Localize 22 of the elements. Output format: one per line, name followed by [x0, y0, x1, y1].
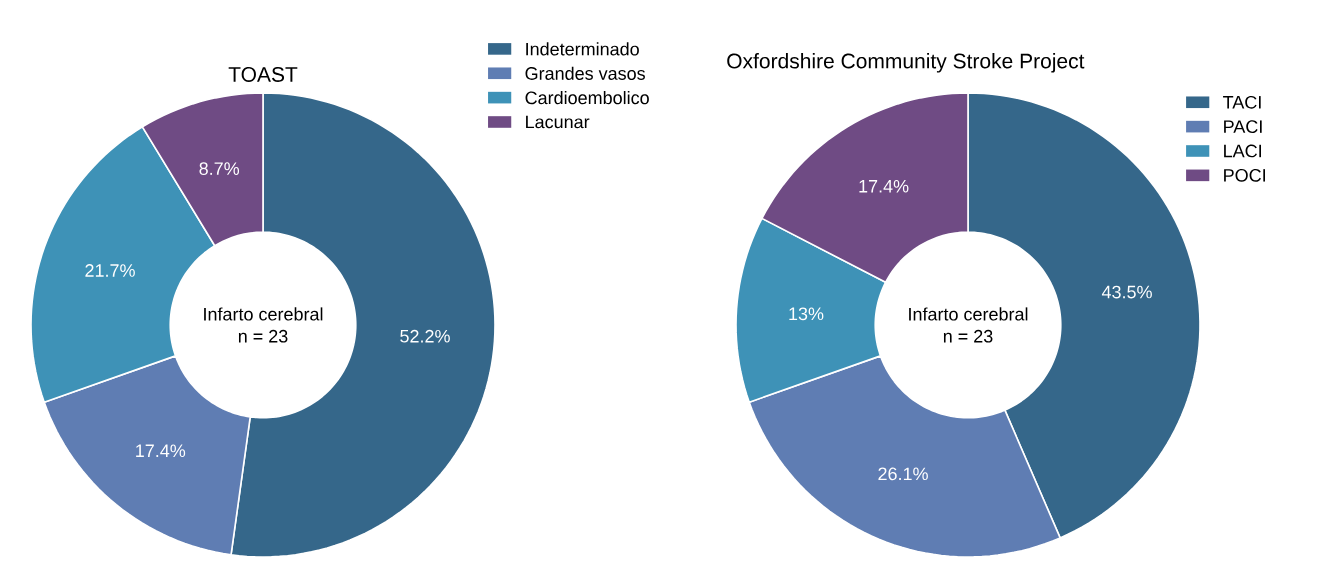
legend-label: TACI — [1223, 95, 1261, 109]
legend-label: Lacunar — [526, 115, 590, 129]
data-label: 17.4% — [136, 444, 186, 458]
data-label: 21.7% — [85, 264, 135, 277]
data-label: 8.7% — [199, 162, 240, 175]
legend-label: PACI — [1224, 120, 1262, 134]
data-label: 13% — [789, 307, 824, 321]
legend-label: Cardioembolico — [525, 91, 649, 105]
legend-label: POCI — [1224, 168, 1266, 182]
chart-title: Oxfordshire Community Stroke Project — [727, 53, 1085, 73]
text: Infarto cerebral — [909, 307, 1028, 321]
text: TOAST — [228, 67, 298, 82]
legend-label: LACI — [1224, 144, 1262, 158]
text: Infarto cerebral — [204, 307, 323, 321]
legend-label: Indeterminado — [526, 42, 639, 56]
data-label: 52.2% — [400, 329, 450, 343]
text: n = 23 — [943, 329, 993, 343]
data-label: 26.1% — [878, 467, 928, 481]
data-label: 17.4% — [859, 179, 909, 193]
text: n = 23 — [238, 329, 288, 343]
legend-label: Grandes vasos — [525, 66, 645, 80]
data-label: 43.5% — [1101, 285, 1152, 299]
